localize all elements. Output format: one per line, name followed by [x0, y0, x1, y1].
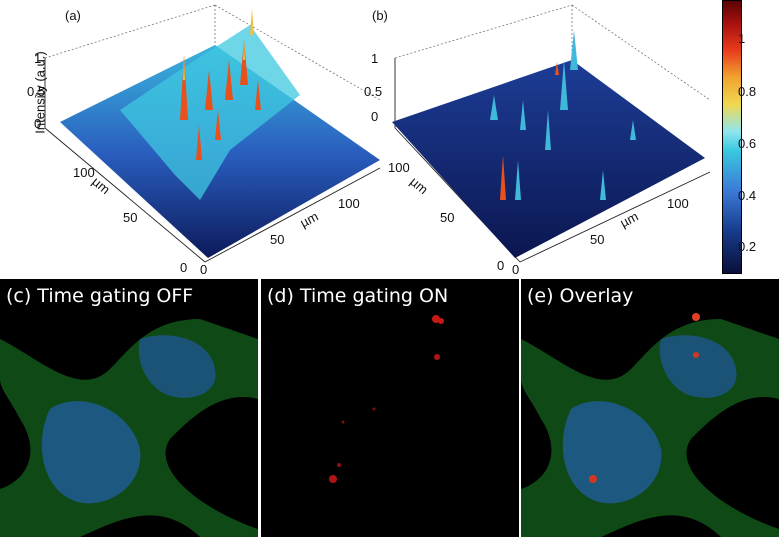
plot-b-peaks	[490, 30, 636, 200]
plot-a-peaks-top	[183, 8, 254, 80]
surface-plots	[44, 4, 711, 263]
plot-b-surface	[392, 60, 705, 258]
plot-b-xtick-100: 100	[667, 196, 689, 211]
plot-b-xtick-0: 0	[512, 262, 520, 277]
colorbar	[722, 0, 742, 274]
plot-b-peaks-hot	[500, 62, 559, 200]
plot-a-ztick-0: 0	[34, 116, 42, 131]
cell-image-c	[0, 319, 258, 537]
panel-c-time-gating-off: (c) Time gating OFF	[0, 279, 258, 537]
plot-a-frame	[44, 58, 381, 263]
plot-a-ytick-0: 0	[180, 260, 188, 275]
panel-c-title: (c) Time gating OFF	[6, 285, 194, 307]
plot-a-ztick-05: 0.5	[27, 84, 46, 99]
plot-a-ridge	[120, 25, 300, 200]
plot-b-ytick-0: 0	[497, 258, 505, 273]
plot-a-label: (a)	[65, 8, 81, 23]
plot-b-label: (b)	[372, 8, 388, 23]
colorbar-tick-04: 0.4	[738, 188, 757, 203]
plot-a-xtick-0: 0	[200, 262, 208, 277]
colorbar-tick-06: 0.6	[738, 136, 757, 151]
colorbar-tick-02: 0.2	[738, 239, 757, 254]
plot-a-ztick-1: 1	[34, 51, 42, 66]
panel-d-time-gating-on: (d) Time gating ON	[261, 279, 519, 537]
plot-a-peaks	[180, 40, 261, 160]
cell-image-d	[329, 315, 444, 483]
colorbar-tick-1: 1	[738, 31, 746, 46]
plot-b-ztick-1: 1	[371, 51, 379, 66]
plot-a-xtick-50: 50	[270, 232, 285, 247]
panel-e-overlay: (e) Overlay	[521, 279, 779, 537]
plot-b-xtick-50: 50	[590, 232, 605, 247]
plot-b-ztick-05: 0.5	[364, 84, 383, 99]
plot-a-ytick-100: 100	[73, 165, 95, 180]
plot-a-xtick-100: 100	[338, 196, 360, 211]
plot-b-ytick-100: 100	[388, 160, 410, 175]
panel-e-title: (e) Overlay	[527, 285, 634, 307]
plot-b-ztick-0: 0	[371, 109, 379, 124]
colorbar-tick-08: 0.8	[738, 84, 757, 99]
plot-b-ytick-50: 50	[440, 210, 455, 225]
cell-image-e	[521, 313, 779, 537]
plot-a-ytick-50: 50	[123, 210, 138, 225]
panel-d-title: (d) Time gating ON	[267, 285, 449, 307]
